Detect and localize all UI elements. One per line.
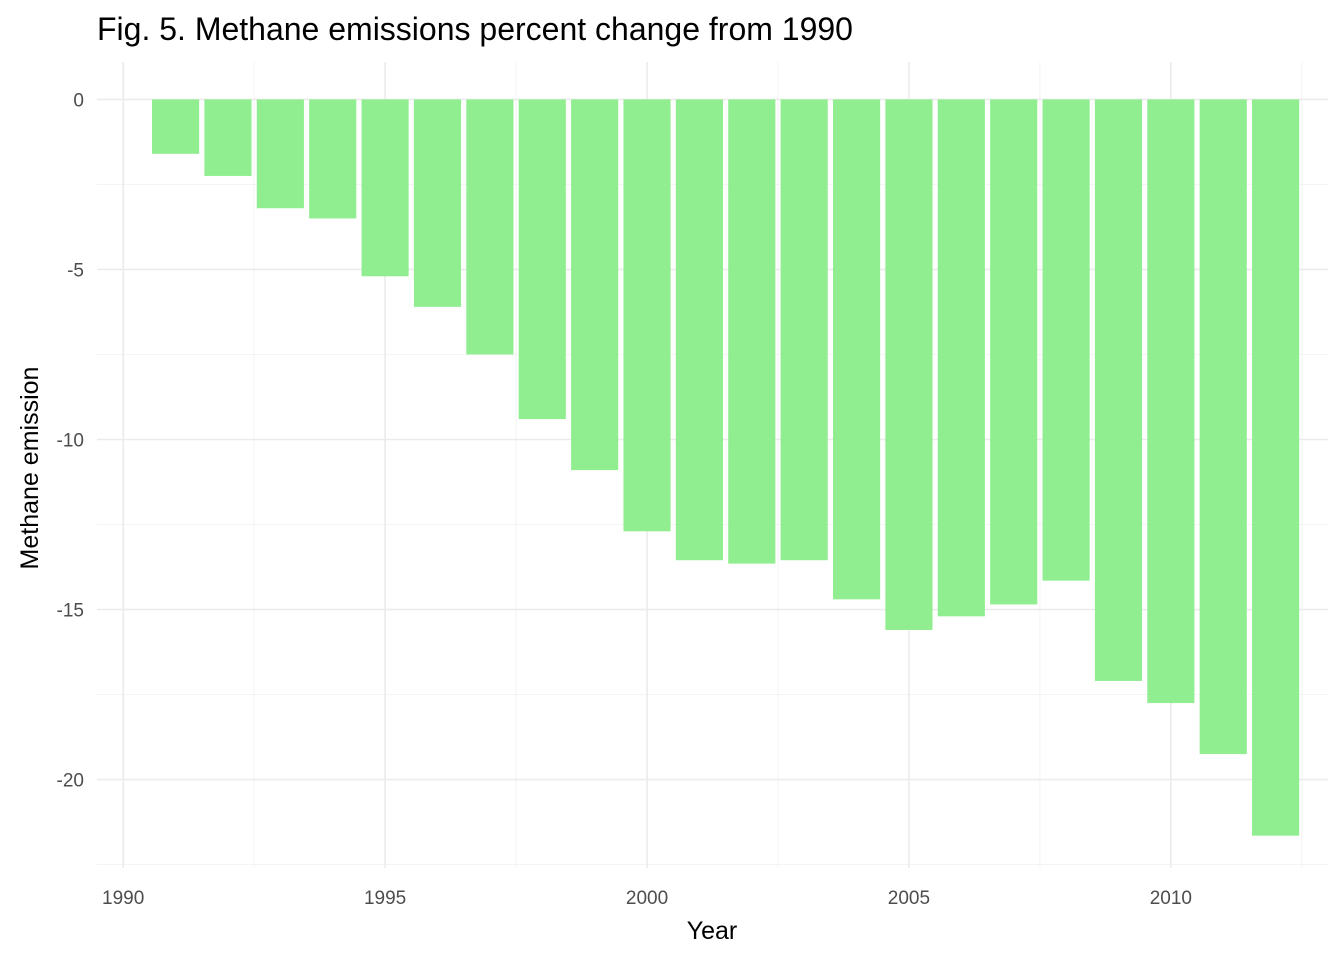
bar-1995: [361, 99, 409, 277]
bar-1993: [256, 99, 304, 209]
x-tick-label: 1995: [364, 888, 406, 909]
bar-2006: [937, 99, 985, 617]
x-tick-label: 2000: [626, 888, 668, 909]
x-axis-ticks: 1990 1995 2000 2005 2010: [102, 888, 1192, 909]
chart-title: Fig. 5. Methane emissions percent change…: [97, 11, 853, 47]
bar-2003: [780, 99, 828, 561]
bar-1994: [309, 99, 357, 219]
bar-2011: [1199, 99, 1247, 755]
bar-1997: [466, 99, 514, 355]
bar-1996: [413, 99, 462, 307]
bar-2012: [1252, 99, 1300, 836]
y-axis-title: Methane emission: [16, 367, 44, 570]
bar-1998: [518, 99, 566, 420]
x-axis-title: Year: [687, 917, 738, 945]
bar-1999: [571, 99, 619, 471]
y-tick-label: -5: [67, 260, 84, 281]
bar-2002: [728, 99, 776, 564]
bar-2009: [1094, 99, 1143, 681]
bar-2010: [1147, 99, 1195, 704]
x-tick-label: 2005: [888, 888, 930, 909]
bar-2008: [1042, 99, 1090, 581]
bar-2000: [623, 99, 671, 532]
bar-2001: [675, 99, 723, 561]
y-tick-label: -10: [57, 430, 84, 451]
y-tick-label: -20: [57, 771, 84, 792]
bar-2004: [832, 99, 881, 600]
bars: [152, 99, 1300, 836]
x-tick-label: 2010: [1150, 888, 1192, 909]
bar-1991: [152, 99, 200, 154]
y-axis-ticks: 0 -5 -10 -15 -20: [57, 90, 84, 791]
bar-2007: [990, 99, 1038, 605]
x-tick-label: 1990: [102, 888, 144, 909]
y-tick-label: -15: [57, 601, 84, 622]
bar-2005: [885, 99, 933, 630]
y-tick-label: 0: [73, 90, 84, 111]
bar-1992: [204, 99, 252, 176]
